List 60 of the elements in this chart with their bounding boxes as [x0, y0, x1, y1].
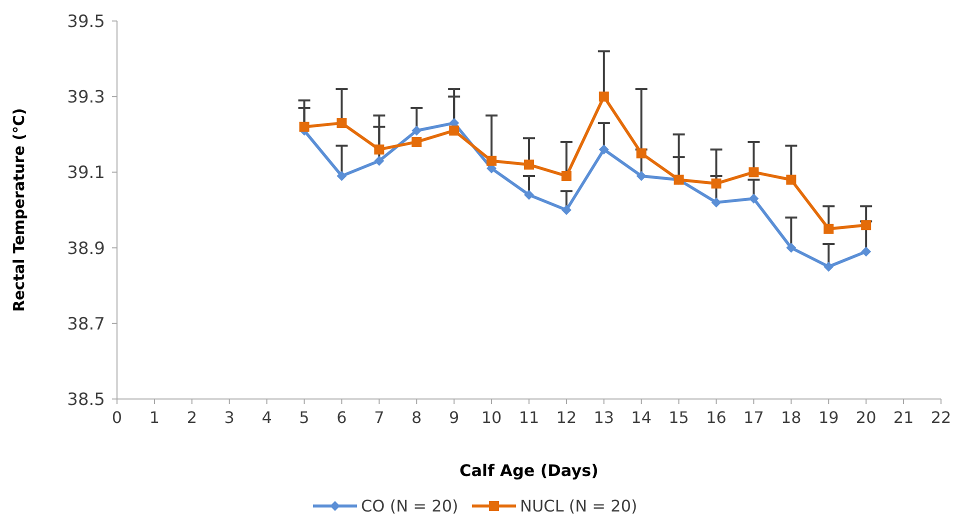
y-tick-label: 38.7 [67, 314, 105, 334]
x-tick-label: 17 [744, 408, 764, 427]
point [861, 246, 872, 257]
x-tick-label: 18 [781, 408, 802, 427]
x-tick-label: 4 [262, 408, 272, 427]
point [711, 178, 722, 189]
point [711, 197, 722, 208]
x-tick-label: 1 [149, 408, 160, 427]
point [748, 167, 759, 178]
x-tick-label: 14 [631, 408, 652, 427]
x-tick-label: 10 [481, 408, 502, 427]
point [299, 122, 310, 132]
x-tick-label: 19 [818, 408, 839, 427]
point [374, 156, 384, 166]
y-tick-label: 39.3 [67, 88, 105, 108]
x-tick-label: 6 [336, 408, 347, 427]
x-tick-label: 2 [186, 408, 198, 427]
point [374, 144, 384, 155]
point [824, 262, 834, 272]
point [449, 126, 460, 136]
x-tick-label: 15 [668, 408, 689, 427]
x-tick-label: 22 [930, 408, 952, 427]
point [636, 148, 646, 158]
point [598, 92, 609, 102]
point [336, 118, 347, 128]
point [561, 170, 572, 181]
y-tick-label: 39.1 [67, 163, 105, 184]
x-tick-label: 13 [594, 408, 614, 427]
y-tick-label: 39.5 [67, 12, 105, 32]
point [336, 170, 347, 181]
x-axis-title: Calf Age (Days) [460, 461, 598, 480]
point [412, 136, 422, 147]
point [598, 144, 609, 155]
point [786, 242, 796, 253]
y-tick-label: 38.9 [67, 238, 105, 259]
x-tick-label: 9 [448, 408, 460, 427]
x-tick-label: 5 [299, 408, 310, 427]
x-tick-label: 7 [374, 408, 384, 427]
point [748, 194, 759, 204]
x-tick-label: 8 [412, 408, 422, 427]
point [861, 220, 872, 230]
point [524, 190, 534, 200]
x-tick-label: 11 [518, 408, 540, 427]
y-tick-label: 38.5 [67, 390, 105, 410]
y-axis-title: Rectal Temperature (°C) [10, 108, 28, 312]
legend-label: NUCL (N = 20) [520, 496, 638, 516]
point [786, 174, 796, 185]
x-tick-label: 3 [224, 408, 234, 427]
x-tick-label: 20 [856, 408, 876, 427]
legend-label: CO (N = 20) [361, 496, 458, 516]
point [412, 126, 422, 136]
point [636, 170, 646, 181]
x-tick-label: 21 [893, 408, 914, 427]
x-tick-label: 12 [556, 408, 577, 427]
point [524, 160, 534, 170]
x-tick-label: 16 [706, 408, 726, 427]
point [486, 156, 497, 166]
x-tick-label: 0 [112, 408, 122, 427]
point [561, 205, 572, 215]
point [824, 224, 834, 234]
